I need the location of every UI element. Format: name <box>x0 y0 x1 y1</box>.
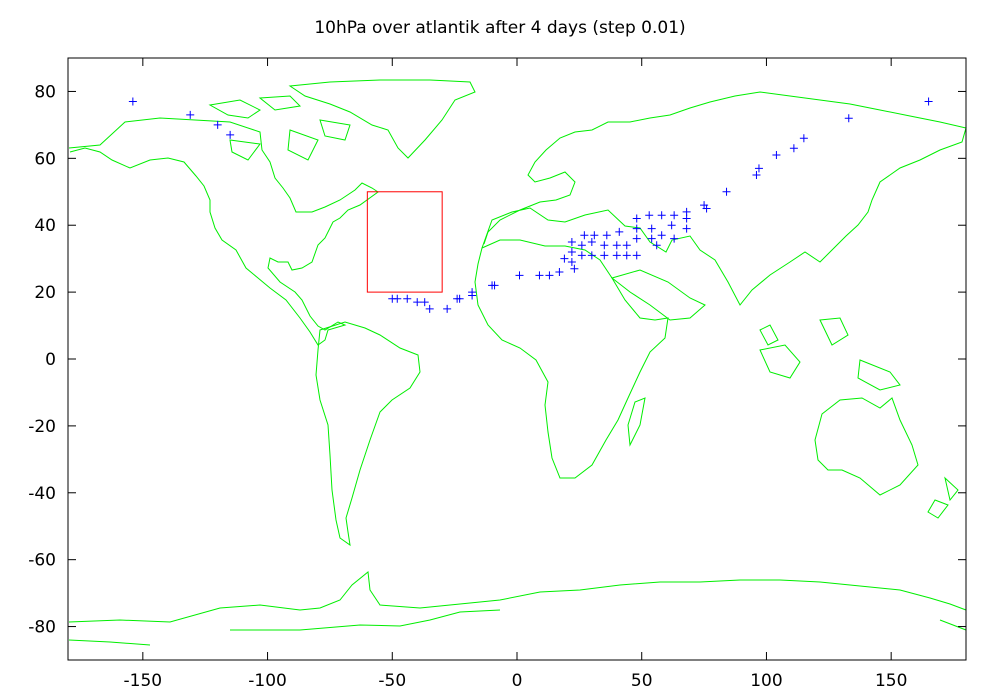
data-point <box>567 237 576 246</box>
data-point <box>468 291 477 300</box>
data-point <box>772 150 781 159</box>
data-point <box>587 251 596 260</box>
coastline-greenland <box>288 79 476 159</box>
data-point <box>632 224 641 233</box>
y-tick-label: 20 <box>34 283 56 303</box>
axis-ticks: -150 -100 -50 0 50 100 150 80 60 40 20 0 -20 -40 -60 -8… <box>28 58 966 691</box>
y-tick-label: 60 <box>34 149 56 169</box>
data-point <box>590 231 599 240</box>
data-point <box>632 251 641 260</box>
x-tick-label: -50 <box>378 671 406 691</box>
data-point <box>413 298 422 307</box>
data-point <box>647 234 656 243</box>
data-point <box>577 251 586 260</box>
data-point <box>667 221 676 230</box>
data-point <box>752 171 761 180</box>
data-point <box>226 130 235 139</box>
x-tick-label: -150 <box>124 671 163 691</box>
data-point <box>612 241 621 250</box>
data-point <box>682 207 691 216</box>
data-point <box>560 254 569 263</box>
data-point <box>722 187 731 196</box>
data-point <box>443 304 452 313</box>
data-point <box>213 120 222 129</box>
data-point <box>647 224 656 233</box>
data-point <box>682 224 691 233</box>
data-point <box>844 114 853 123</box>
data-point <box>682 214 691 223</box>
data-point <box>612 251 621 260</box>
data-point <box>789 144 798 153</box>
data-point <box>622 241 631 250</box>
coastline-australia <box>814 397 919 496</box>
data-point <box>632 234 641 243</box>
coastline-new-zealand <box>927 476 959 519</box>
data-point <box>388 294 397 303</box>
data-point <box>488 281 497 290</box>
data-point <box>615 227 624 236</box>
data-point <box>587 237 596 246</box>
coastline-north-america <box>68 117 379 346</box>
plot-frame <box>67 57 967 661</box>
data-point <box>754 164 763 173</box>
coastline-se-asia <box>759 317 901 391</box>
data-point <box>545 271 554 280</box>
data-point <box>453 294 462 303</box>
y-tick-label: 40 <box>34 216 56 236</box>
data-point <box>670 211 679 220</box>
data-point <box>567 258 576 267</box>
y-tick-label: -20 <box>28 417 56 437</box>
coastline-arabia <box>610 269 706 321</box>
data-point <box>403 294 412 303</box>
y-tick-label: -60 <box>28 551 56 571</box>
data-point <box>535 271 544 280</box>
data-point <box>924 97 933 106</box>
data-point <box>632 214 641 223</box>
data-point <box>600 251 609 260</box>
x-tick-label: -100 <box>248 671 287 691</box>
data-point <box>570 264 579 273</box>
x-tick-label: 0 <box>512 671 523 691</box>
data-point <box>645 211 654 220</box>
region-box-group <box>366 191 443 293</box>
data-point <box>425 304 434 313</box>
data-point <box>652 241 661 250</box>
data-point <box>420 298 429 307</box>
coastline-africa <box>474 239 669 479</box>
data-point <box>186 110 195 119</box>
region-box <box>366 191 443 293</box>
data-point <box>670 234 679 243</box>
y-tick-label: 80 <box>34 82 56 102</box>
coastlines <box>68 79 967 646</box>
y-tick-label: -80 <box>28 618 56 638</box>
coastline-madagascar <box>627 397 646 447</box>
y-tick-label: -40 <box>28 484 56 504</box>
data-point <box>555 268 564 277</box>
data-point <box>515 271 524 280</box>
data-point <box>577 241 586 250</box>
x-tick-label: 100 <box>750 671 782 691</box>
x-tick-label: 150 <box>875 671 907 691</box>
y-tick-label: 0 <box>45 350 56 370</box>
data-point <box>622 251 631 260</box>
data-point <box>580 231 589 240</box>
data-point <box>702 204 711 213</box>
x-tick-label: 50 <box>631 671 653 691</box>
data-point <box>657 231 666 240</box>
chart-title: 10hPa over atlantik after 4 days (step 0… <box>314 18 686 38</box>
data-point <box>657 211 666 220</box>
coastline-antarctica <box>68 571 967 646</box>
data-point <box>799 134 808 143</box>
coastline-eurasia <box>481 91 967 306</box>
data-point <box>600 241 609 250</box>
data-point <box>602 231 611 240</box>
trajectory-points <box>128 97 933 313</box>
coastline-arctic-islands <box>208 95 351 161</box>
data-point <box>567 247 576 256</box>
coastline-south-america <box>315 321 421 547</box>
data-point <box>128 97 137 106</box>
